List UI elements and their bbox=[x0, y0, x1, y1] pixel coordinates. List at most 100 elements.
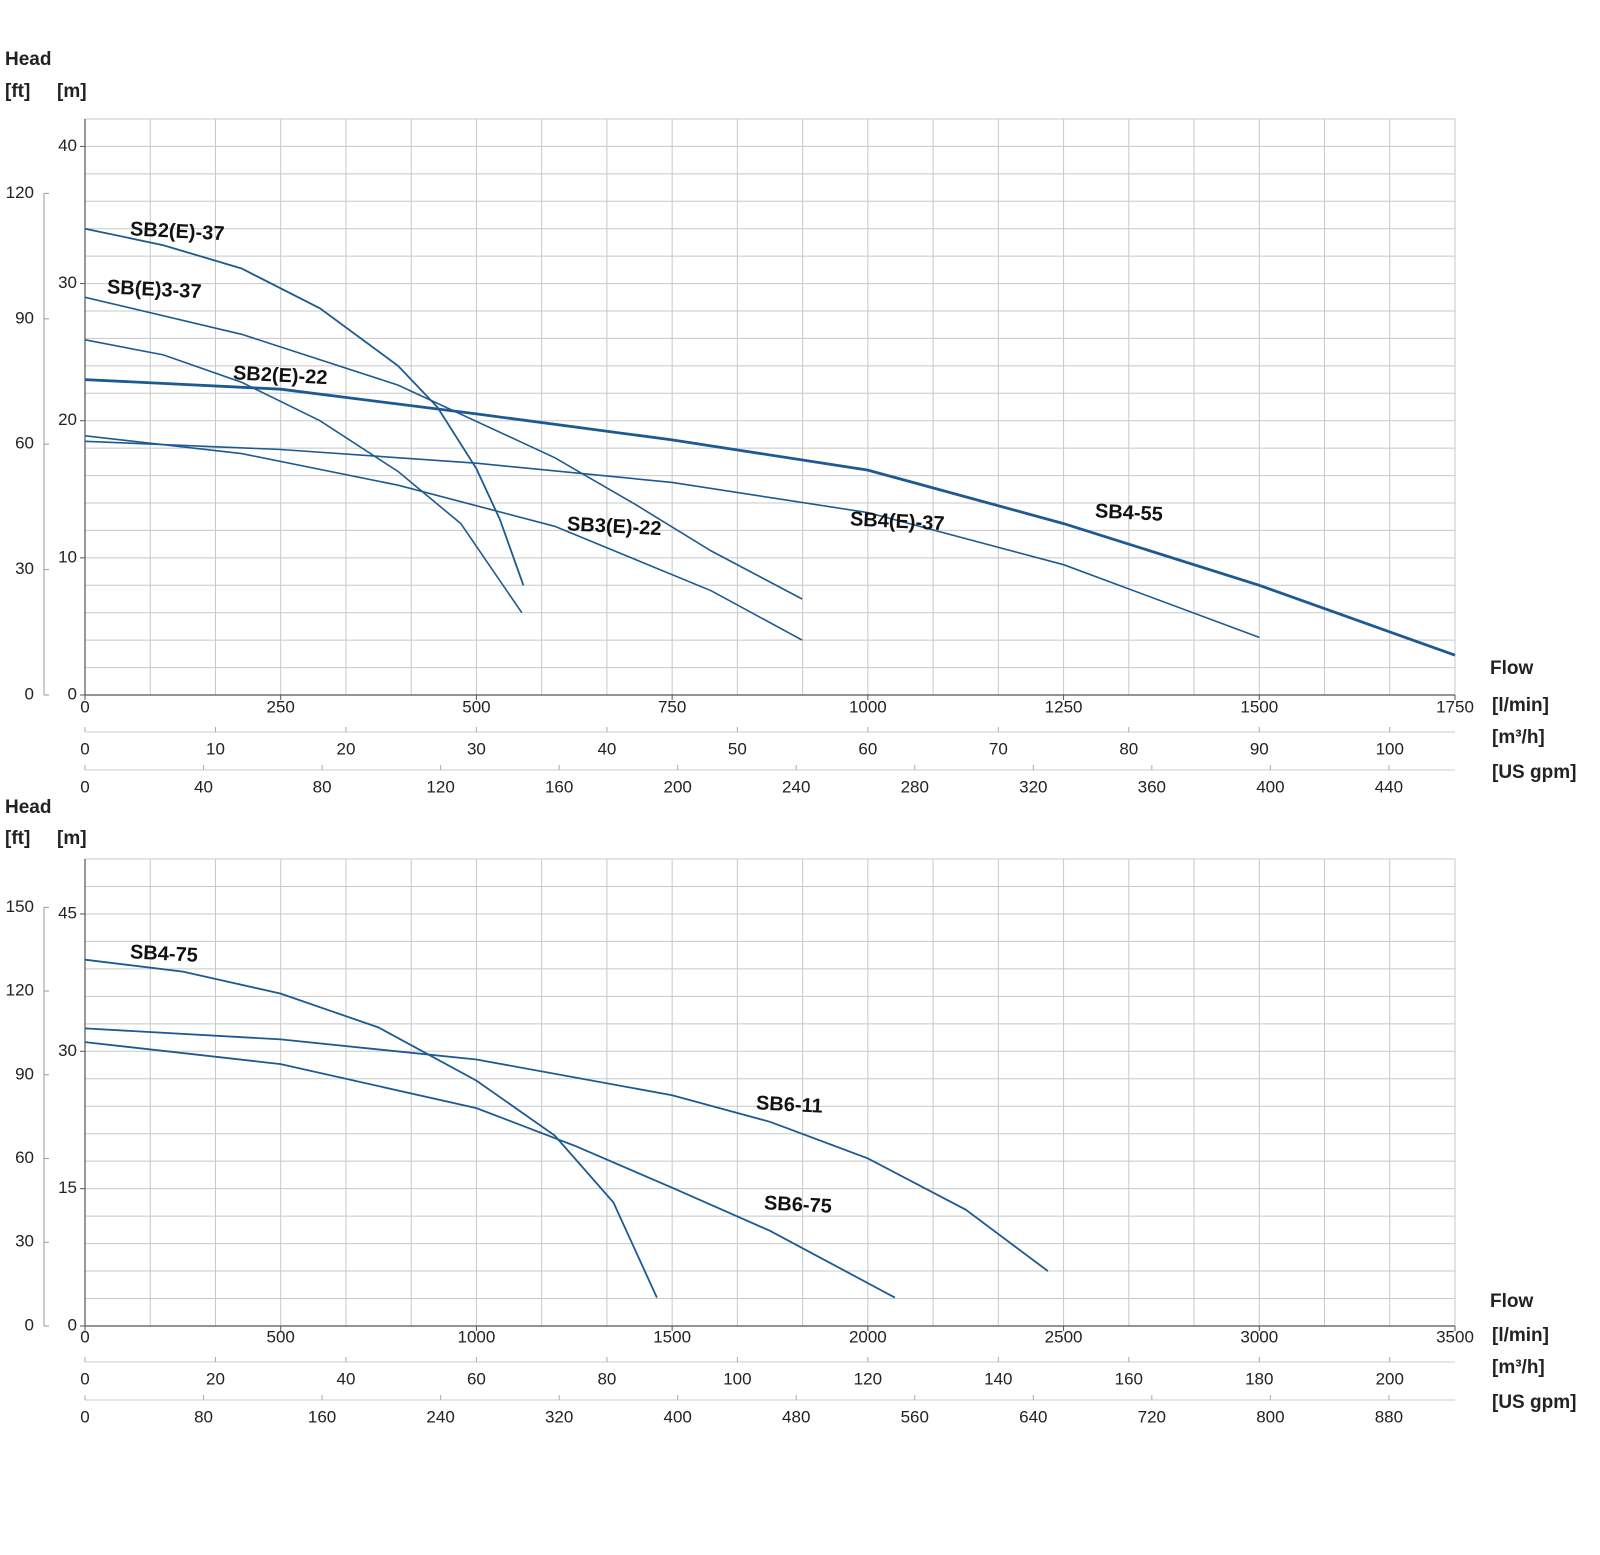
x3-tick-label: 120 bbox=[426, 777, 454, 796]
x2-tick-label: 160 bbox=[1115, 1369, 1143, 1388]
x2-tick-label: 200 bbox=[1376, 1369, 1404, 1388]
pump-curve bbox=[84, 1027, 1049, 1272]
x2-label: [m³/h] bbox=[1492, 1357, 1545, 1378]
x2-tick-label: 40 bbox=[336, 1369, 355, 1388]
curve-label: SB6-75 bbox=[763, 1192, 832, 1218]
x2-tick-label: 120 bbox=[854, 1369, 882, 1388]
y-tick-label: 15 bbox=[58, 1178, 77, 1197]
x2-tick-label: 40 bbox=[597, 739, 616, 758]
pump-curve bbox=[84, 435, 803, 641]
x-tick-label: 3500 bbox=[1436, 1327, 1474, 1346]
y2-tick-label: 0 bbox=[25, 684, 34, 703]
x2-tick-label: 140 bbox=[984, 1369, 1012, 1388]
pump-curve bbox=[84, 1041, 896, 1299]
y2-tick-label: 60 bbox=[15, 434, 34, 453]
x2-tick-label: 180 bbox=[1245, 1369, 1273, 1388]
curve-label: SB4-75 bbox=[129, 941, 198, 967]
x3-tick-label: 320 bbox=[1019, 777, 1047, 796]
x2-tick-label: 70 bbox=[989, 739, 1008, 758]
y2-label: [ft] bbox=[5, 828, 30, 849]
x-tick-label: 1000 bbox=[849, 697, 887, 716]
y-label: [m] bbox=[57, 81, 87, 102]
x2-tick-label: 30 bbox=[467, 739, 486, 758]
x3-tick-label: 0 bbox=[80, 1407, 89, 1426]
x2-tick-label: 90 bbox=[1250, 739, 1269, 758]
x-tick-label: 750 bbox=[658, 697, 686, 716]
x3-tick-label: 160 bbox=[308, 1407, 336, 1426]
x3-tick-label: 400 bbox=[664, 1407, 692, 1426]
x3-tick-label: 280 bbox=[901, 777, 929, 796]
x3-tick-label: 240 bbox=[426, 1407, 454, 1426]
x-tick-label: 3000 bbox=[1240, 1327, 1278, 1346]
x3-tick-label: 80 bbox=[194, 1407, 213, 1426]
x3-tick-label: 560 bbox=[901, 1407, 929, 1426]
x-tick-label: 500 bbox=[267, 1327, 295, 1346]
x2-tick-label: 80 bbox=[1119, 739, 1138, 758]
x3-tick-label: 160 bbox=[545, 777, 573, 796]
y-label: [m] bbox=[57, 828, 87, 849]
x-tick-label: 0 bbox=[80, 1327, 89, 1346]
x3-label: [US gpm] bbox=[1492, 1392, 1576, 1413]
curve-label: SB3(E)-22 bbox=[566, 513, 662, 540]
x-tick-label: 1250 bbox=[1045, 697, 1083, 716]
y2-tick-label: 150 bbox=[6, 897, 34, 916]
y2-tick-label: 90 bbox=[15, 1064, 34, 1083]
x3-tick-label: 880 bbox=[1375, 1407, 1403, 1426]
x2-tick-label: 10 bbox=[206, 739, 225, 758]
x-label: [l/min] bbox=[1492, 1325, 1549, 1346]
x-tick-label: 250 bbox=[267, 697, 295, 716]
x-tick-label: 2500 bbox=[1045, 1327, 1083, 1346]
curve-label: SB4(E)-37 bbox=[849, 508, 945, 535]
x-tick-label: 2000 bbox=[849, 1327, 887, 1346]
curve-label: SB4-55 bbox=[1094, 500, 1163, 526]
y-tick-label: 30 bbox=[58, 1041, 77, 1060]
curve-label: SB6-11 bbox=[755, 1092, 823, 1117]
y2-tick-label: 90 bbox=[15, 308, 34, 327]
pump-curve bbox=[84, 958, 658, 1298]
pump-curve bbox=[84, 339, 523, 614]
x2-tick-label: 100 bbox=[1376, 739, 1404, 758]
x-tick-label: 0 bbox=[80, 697, 89, 716]
y2-tick-label: 120 bbox=[6, 981, 34, 1000]
x2-tick-label: 100 bbox=[723, 1369, 751, 1388]
y2-tick-label: 30 bbox=[15, 1232, 34, 1251]
x2-tick-label: 20 bbox=[336, 739, 355, 758]
y-tick-label: 0 bbox=[68, 1315, 77, 1334]
y2-label: [ft] bbox=[5, 81, 30, 102]
x2-tick-label: 60 bbox=[858, 739, 877, 758]
pump-curve bbox=[84, 227, 525, 586]
x3-tick-label: 800 bbox=[1256, 1407, 1284, 1426]
curve-label: SB(E)3-37 bbox=[106, 276, 202, 303]
x2-tick-label: 60 bbox=[467, 1369, 486, 1388]
x3-tick-label: 240 bbox=[782, 777, 810, 796]
y-tick-label: 45 bbox=[58, 903, 77, 922]
x3-tick-label: 720 bbox=[1138, 1407, 1166, 1426]
x3-tick-label: 0 bbox=[80, 777, 89, 796]
y2-tick-label: 60 bbox=[15, 1148, 34, 1167]
pump-curve bbox=[84, 296, 803, 600]
x-label: [l/min] bbox=[1492, 695, 1549, 716]
y-tick-label: 30 bbox=[58, 273, 77, 292]
x-tick-label: 500 bbox=[462, 697, 490, 716]
x2-tick-label: 20 bbox=[206, 1369, 225, 1388]
y-tick-label: 0 bbox=[68, 684, 77, 703]
x-title: Flow bbox=[1490, 658, 1533, 679]
x2-label: [m³/h] bbox=[1492, 727, 1545, 748]
x-tick-label: 1500 bbox=[1240, 697, 1278, 716]
y-title: Head bbox=[5, 797, 51, 818]
x2-tick-label: 80 bbox=[597, 1369, 616, 1388]
y-tick-label: 20 bbox=[58, 410, 77, 429]
x3-tick-label: 640 bbox=[1019, 1407, 1047, 1426]
y-tick-label: 40 bbox=[58, 136, 77, 155]
x3-tick-label: 320 bbox=[545, 1407, 573, 1426]
x2-tick-label: 50 bbox=[728, 739, 747, 758]
pump-curve bbox=[84, 378, 1456, 657]
y-tick-label: 10 bbox=[58, 547, 77, 566]
y2-tick-label: 0 bbox=[25, 1315, 34, 1334]
x-tick-label: 1500 bbox=[653, 1327, 691, 1346]
x3-tick-label: 400 bbox=[1256, 777, 1284, 796]
x-tick-label: 1000 bbox=[458, 1327, 496, 1346]
x-tick-label: 1750 bbox=[1436, 697, 1474, 716]
curve-label: SB2(E)-37 bbox=[129, 218, 225, 245]
x3-tick-label: 440 bbox=[1375, 777, 1403, 796]
